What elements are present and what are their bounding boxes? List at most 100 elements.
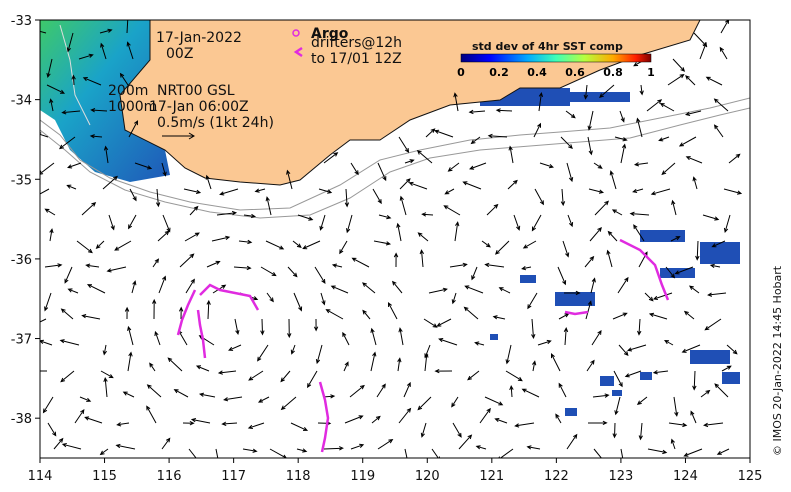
velocity-arrow: [86, 284, 106, 294]
velocity-arrow: [404, 448, 408, 458]
velocity-arrow: [40, 30, 47, 34]
velocity-arrow: [116, 422, 130, 427]
velocity-arrow: [408, 181, 428, 190]
velocity-arrow: [526, 445, 541, 450]
velocity-arrow: [167, 357, 183, 372]
velocity-arrow: [495, 108, 513, 113]
velocity-arrow: [60, 370, 75, 383]
velocity-arrow: [376, 383, 386, 398]
velocity-arrow: [716, 448, 730, 455]
velocity-arrow: [161, 437, 171, 450]
velocity-arrow: [492, 315, 506, 320]
velocity-arrow: [584, 255, 595, 268]
colorbar-ticks: 0 0.2 0.4 0.6 0.8 1: [457, 66, 655, 79]
velocity-arrow: [188, 448, 197, 458]
velocity-arrow: [129, 188, 137, 202]
velocity-arrow: [398, 327, 404, 346]
lat-tick-label: -36: [11, 253, 32, 268]
velocity-arrow: [633, 162, 649, 167]
velocity-arrow: [257, 396, 270, 403]
velocity-arrow: [672, 58, 686, 72]
drifter-track-4: [318, 381, 330, 453]
velocity-arrow: [84, 416, 103, 424]
velocity-arrow: [234, 318, 240, 336]
velocity-arrow: [102, 175, 118, 190]
velocity-arrow: [498, 287, 511, 294]
velocity-arrow: [685, 156, 703, 164]
velocity-arrow: [702, 214, 720, 221]
velocity-arrow: [423, 318, 438, 328]
velocity-arrow: [119, 72, 129, 86]
velocity-arrow: [290, 344, 296, 355]
product-time: 17-Jan 06:00Z: [149, 99, 249, 115]
lon-tick-label: 122: [544, 469, 569, 484]
velocity-arrow: [233, 265, 252, 271]
scale-arrow-label: 0.5m/s (1kt 24h): [157, 115, 274, 131]
velocity-arrow: [586, 359, 595, 372]
velocity-arrow: [124, 306, 130, 320]
velocity-arrow: [713, 124, 724, 138]
velocity-arrow: [391, 280, 403, 294]
velocity-arrow: [362, 282, 376, 294]
velocity-arrow: [463, 306, 479, 320]
velocity-arrow: [67, 162, 82, 169]
colorbar-tick-label: 0: [457, 66, 465, 79]
velocity-arrow: [537, 339, 552, 346]
velocity-arrow: [431, 448, 441, 458]
velocity-arrow: [152, 298, 157, 320]
velocity-arrow: [211, 235, 231, 242]
velocity-arrow: [592, 393, 610, 398]
lon-tick-label: 117: [221, 469, 246, 484]
velocity-arrow: [216, 210, 238, 216]
velocity-arrow: [370, 351, 377, 372]
velocity-arrow: [40, 318, 47, 323]
velocity-arrow: [527, 292, 538, 310]
velocity-arrow: [464, 285, 484, 294]
velocity-arrow: [588, 188, 605, 194]
velocity-arrow: [371, 415, 381, 424]
lon-tick-label: 121: [479, 469, 504, 484]
velocity-arrow: [644, 292, 654, 302]
velocity-arrow: [632, 188, 644, 193]
velocity-arrow: [173, 389, 189, 398]
velocity-arrow: [302, 240, 321, 250]
velocity-arrow: [158, 275, 167, 294]
velocity-arrow: [532, 360, 537, 372]
velocity-arrow: [331, 263, 343, 268]
scale-arrow: [162, 132, 195, 140]
velocity-arrow: [66, 32, 74, 53]
velocity-arrow: [344, 188, 350, 208]
velocity-arrow: [513, 214, 521, 231]
drifter-legend-marker: [293, 46, 303, 58]
velocity-arrow: [242, 448, 258, 453]
velocity-arrow: [487, 133, 508, 139]
velocity-arrow: [458, 434, 473, 450]
velocity-arrow: [79, 396, 92, 402]
colorbar-tick-label: 1: [647, 66, 655, 79]
velocity-arrow: [475, 445, 487, 450]
velocity-arrow: [618, 344, 629, 356]
velocity-arrow: [377, 438, 394, 450]
velocity-arrow: [424, 352, 429, 372]
velocity-arrow: [66, 184, 77, 190]
velocity-arrow: [614, 136, 628, 142]
velocity-arrow: [704, 318, 722, 331]
velocity-arrow: [467, 370, 480, 381]
velocity-arrow: [452, 422, 462, 438]
velocity-arrow: [318, 188, 333, 194]
velocity-arrow: [248, 370, 264, 381]
product-label: NRT00 GSL: [157, 83, 235, 99]
velocity-arrow: [533, 122, 541, 138]
velocity-arrow: [59, 339, 80, 346]
velocity-arrow: [617, 276, 629, 294]
velocity-arrow: [221, 421, 238, 426]
velocity-arrow: [362, 309, 371, 320]
velocity-arrow: [428, 287, 448, 294]
velocity-arrow: [567, 214, 574, 228]
velocity-arrow: [484, 396, 504, 406]
velocity-arrow: [42, 396, 54, 414]
velocity-arrow: [53, 437, 64, 450]
velocity-arrow: [438, 338, 458, 346]
velocity-arrow: [184, 232, 200, 242]
drifters-line-2: to 17/01 12Z: [311, 51, 402, 67]
